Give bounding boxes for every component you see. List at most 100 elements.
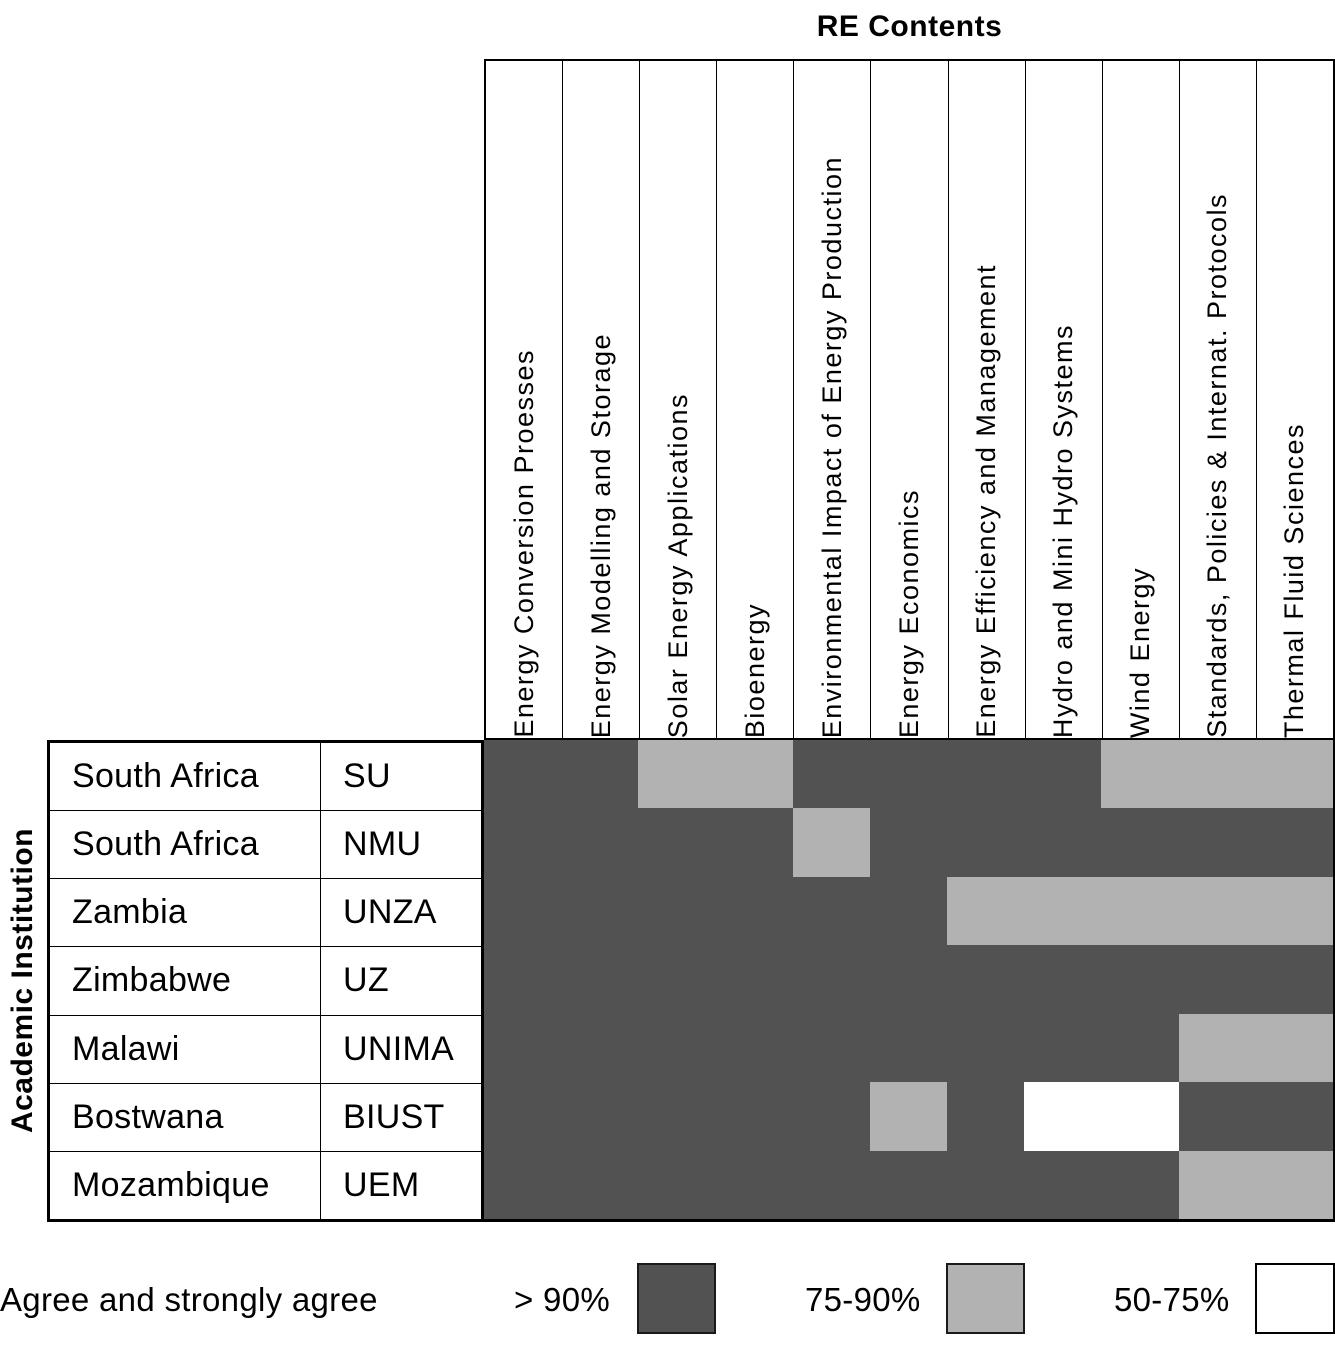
row-header: Zambia UNZA [50, 879, 481, 948]
row-country-label: Zimbabwe [50, 947, 321, 1015]
heatmap-cell [1101, 1150, 1179, 1219]
heatmap-cell [792, 1150, 870, 1219]
heatmap-cell [638, 876, 716, 946]
heatmap-cell [947, 1082, 1025, 1151]
heatmap-cell [869, 945, 948, 1014]
row-header: South Africa NMU [50, 811, 481, 880]
heatmap-cell [869, 876, 948, 946]
heatmap-cell [869, 808, 948, 877]
heatmap-cell [947, 876, 1025, 946]
heatmap-cell [561, 1082, 639, 1151]
heatmap-cell [1024, 876, 1102, 946]
heatmap-cell [1178, 1013, 1256, 1083]
column-header-5: Environmental Impact of Energy Productio… [794, 61, 872, 738]
column-header-9: Wind Energy [1103, 61, 1180, 738]
heatmap-cell [1255, 1082, 1333, 1151]
heatmap-cell [1101, 740, 1179, 809]
heatmap-cell [947, 945, 1025, 1014]
heatmap-cell [638, 1150, 716, 1219]
heatmap-cell [1178, 808, 1256, 877]
row-country-label: Malawi [50, 1015, 321, 1083]
heatmap-cell [1255, 1150, 1333, 1219]
column-header-8: Hydro and Mini Hydro Systems [1026, 61, 1103, 738]
heatmap-cell [484, 1013, 562, 1083]
legend-swatch-gt90 [637, 1263, 716, 1334]
heatmap-cell [1101, 876, 1179, 946]
heatmap-cell [484, 740, 562, 809]
row-institution-label: BIUST [343, 1097, 445, 1136]
heatmap-cell [1024, 1082, 1102, 1151]
row-header: Mozambique UEM [50, 1151, 481, 1219]
heatmap-cell [792, 1082, 870, 1151]
row-axis-label: Academic Institution [6, 828, 39, 1134]
column-header-11: Thermal Fluid Sciences [1257, 61, 1333, 738]
heatmap-cell [561, 1013, 639, 1083]
legend-swatch-75-90 [946, 1263, 1025, 1334]
column-header-1: Energy Conversion Proesses [486, 61, 564, 738]
heatmap-cell [715, 740, 793, 809]
heatmap-cell [947, 1013, 1025, 1083]
heatmap-cell [1024, 808, 1102, 877]
heatmap-cell [638, 740, 716, 809]
row-institution-label: NMU [343, 825, 422, 864]
heatmap-cell [1024, 740, 1102, 809]
column-header-label: Wind Energy [1125, 566, 1156, 738]
column-header-2: Energy Modelling and Storage [563, 61, 641, 738]
heatmap-cell [715, 1082, 793, 1151]
heatmap-cell [792, 945, 870, 1014]
row-country-label: South Africa [50, 743, 321, 811]
heatmap-cell [1178, 945, 1256, 1014]
heatmap-cell [1101, 945, 1179, 1014]
row-institution-label: UNZA [343, 893, 437, 932]
heatmap-cell [715, 1150, 793, 1219]
row-header: South Africa SU [50, 743, 481, 812]
heatmap-cell [561, 740, 639, 809]
row-institution-label: UEM [343, 1165, 420, 1204]
heatmap-cell [715, 1013, 793, 1083]
heatmap-cell [1178, 740, 1256, 809]
row-institution-label: SU [343, 757, 391, 796]
legend-item-label-50-75: 50-75% [1114, 1281, 1230, 1318]
column-header-label: Standards, Policies & Internat. Protocol… [1202, 193, 1233, 738]
heatmap-cell [561, 1150, 639, 1219]
heatmap-cell [1255, 808, 1333, 877]
heatmap-cell [1255, 945, 1333, 1014]
heatmap-matrix [484, 740, 1335, 1222]
chart-title: RE Contents [816, 10, 1003, 43]
heatmap-cell [792, 876, 870, 946]
legend-title: Agree and strongly agree [0, 1281, 378, 1318]
row-country-label: Bostwana [50, 1083, 321, 1151]
column-header-label: Thermal Fluid Sciences [1279, 422, 1310, 738]
heatmap-cell [792, 1013, 870, 1083]
heatmap-cell [1255, 876, 1333, 946]
heatmap-cell [715, 808, 793, 877]
heatmap-cell [561, 808, 639, 877]
row-axis: Academic Institution [0, 740, 46, 1222]
row-header-table: South Africa SU South Africa NMU Zambia UNZA Z… [47, 740, 484, 1222]
row-country-label: Zambia [50, 879, 321, 947]
heatmap-cell [869, 740, 948, 809]
heatmap-cell [1101, 808, 1179, 877]
column-header-6: Energy Economics [871, 61, 949, 738]
column-header-label: Energy Conversion Proesses [508, 349, 539, 738]
column-header-4: Bioenergy [717, 61, 795, 738]
column-header-label: Energy Economics [894, 488, 925, 738]
heatmap-cell [638, 808, 716, 877]
column-header-label: Bioenergy [739, 602, 770, 738]
heatmap-cell [1255, 740, 1333, 809]
row-country-label: Mozambique [50, 1151, 321, 1219]
heatmap-cell [1178, 876, 1256, 946]
heatmap-cell [1024, 1150, 1102, 1219]
heatmap-cell [1024, 945, 1102, 1014]
heatmap-cell [1255, 1013, 1333, 1083]
heatmap-cell [792, 740, 870, 809]
heatmap-cell [484, 876, 562, 946]
heatmap-cell [484, 1150, 562, 1219]
column-header-label: Energy Efficiency and Management [971, 264, 1002, 738]
heatmap-cell [484, 945, 562, 1014]
heatmap-cell [715, 945, 793, 1014]
row-country-label: South Africa [50, 811, 321, 879]
heatmap-cell [1101, 1013, 1179, 1083]
heatmap-cell [869, 1150, 948, 1219]
